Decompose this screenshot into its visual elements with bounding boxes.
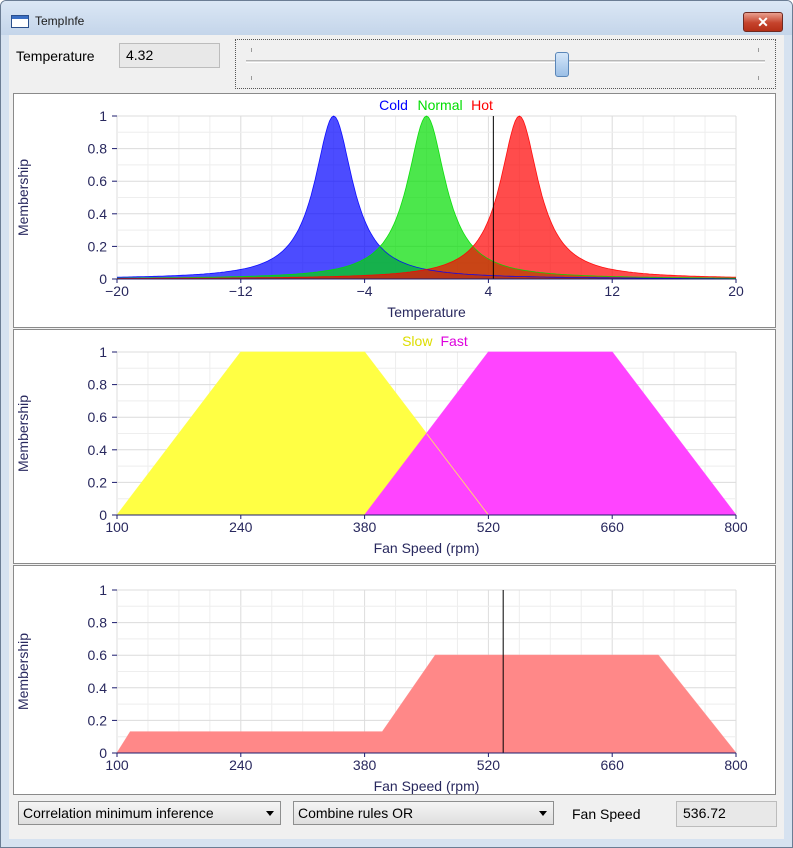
normal-series-area xyxy=(117,116,736,279)
y-tick-label: 0.4 xyxy=(88,680,108,696)
x-axis-label: Temperature xyxy=(387,304,466,320)
x-tick-label: 800 xyxy=(724,519,748,535)
chevron-down-icon xyxy=(266,811,274,816)
y-tick-label: 0 xyxy=(99,745,107,761)
y-tick-label: 1 xyxy=(99,108,107,124)
y-tick-label: 1 xyxy=(99,582,107,598)
x-tick-label: −4 xyxy=(357,283,373,299)
inference-method-dropdown[interactable]: Correlation minimum inference xyxy=(18,801,281,825)
fan-speed-chart-svg: 100 240 380 520 660 800 0 0.2 0.4 0.6 0.8 1 Fan Spee… xyxy=(15,333,748,556)
y-tick-label: 0.2 xyxy=(88,474,108,490)
y-tick-label: 0 xyxy=(99,507,107,523)
fast-series-line xyxy=(364,351,737,516)
x-tick-label: 520 xyxy=(477,519,501,535)
x-axis-label: Fan Speed (rpm) xyxy=(374,778,480,794)
window-icon xyxy=(11,15,29,28)
x-tick-label: −12 xyxy=(229,283,253,299)
x-tick-label: 660 xyxy=(601,519,625,535)
slider-tick xyxy=(251,48,252,52)
y-axis-label: Membership xyxy=(15,159,31,236)
combine-method-dropdown[interactable]: Combine rules OR xyxy=(293,801,554,825)
temperature-chart-svg: −20 −12 −4 4 12 20 0 0.2 0.4 0.6 0.8 1 Temperature Me… xyxy=(15,97,744,320)
output-series-area xyxy=(117,655,736,753)
x-tick-label: −20 xyxy=(105,283,129,299)
chevron-down-icon xyxy=(539,811,547,816)
fan-speed-value-box: 536.72 xyxy=(676,801,777,827)
temperature-value-box: 4.32 xyxy=(119,43,220,68)
x-axis-label: Fan Speed (rpm) xyxy=(374,540,480,556)
y-tick-label: 0.6 xyxy=(88,647,108,663)
client-area: Temperature 4.32 −20 −12 −4 4 12 20 0 0.2 0.4 0.6… xyxy=(9,35,784,839)
slider-tick xyxy=(251,76,252,80)
output-series-line xyxy=(116,654,737,754)
x-tick-label: 12 xyxy=(604,283,620,299)
y-tick-label: 0.6 xyxy=(88,409,108,425)
legend-hot: Hot xyxy=(471,97,493,113)
output-chart-svg: 100 240 380 520 660 800 0 0.2 0.4 0.6 0.8 1 Fan Spee… xyxy=(15,582,748,794)
x-tick-label: 100 xyxy=(105,519,129,535)
x-tick-label: 800 xyxy=(724,757,748,773)
fan-speed-label: Fan Speed xyxy=(572,806,641,822)
x-tick-label: 240 xyxy=(229,757,253,773)
y-tick-label: 0.8 xyxy=(88,377,108,393)
hot-series-line xyxy=(117,115,737,279)
y-tick-label: 0.2 xyxy=(88,712,108,728)
legend-fast: Fast xyxy=(441,333,468,349)
y-tick-label: 0.8 xyxy=(88,615,108,631)
temperature-label: Temperature xyxy=(16,48,95,64)
y-tick-label: 0.4 xyxy=(88,442,108,458)
y-tick-label: 0.4 xyxy=(88,206,108,222)
y-tick-label: 0.6 xyxy=(88,173,108,189)
y-axis-label: Membership xyxy=(15,633,31,710)
combine-method-value: Combine rules OR xyxy=(298,805,414,821)
close-button[interactable]: ✕ xyxy=(743,12,783,32)
legend-slow: Slow xyxy=(402,333,433,349)
y-axis-label: Membership xyxy=(15,395,31,472)
slider-tick xyxy=(758,76,759,80)
y-tick-label: 0 xyxy=(99,271,107,287)
slider-tick xyxy=(758,48,759,52)
temperature-slider[interactable] xyxy=(235,39,776,89)
x-tick-label: 4 xyxy=(485,283,493,299)
normal-series-line xyxy=(117,115,736,279)
x-tick-label: 240 xyxy=(229,519,253,535)
temperature-membership-chart: −20 −12 −4 4 12 20 0 0.2 0.4 0.6 0.8 1 Temperature Me… xyxy=(13,93,776,328)
legend-cold: Cold xyxy=(379,97,408,113)
inference-method-value: Correlation minimum inference xyxy=(23,805,214,821)
output-membership-chart: 100 240 380 520 660 800 0 0.2 0.4 0.6 0.8 1 Fan Spee… xyxy=(13,565,776,795)
x-tick-label: 520 xyxy=(477,757,501,773)
x-tick-label: 660 xyxy=(601,757,625,773)
slider-track[interactable] xyxy=(246,60,765,63)
window-title: TempInfe xyxy=(35,14,85,28)
fan-speed-membership-chart: 100 240 380 520 660 800 0 0.2 0.4 0.6 0.8 1 Fan Spee… xyxy=(13,329,776,564)
y-tick-label: 0.8 xyxy=(88,141,108,157)
legend-normal: Normal xyxy=(418,97,463,113)
y-tick-label: 0.2 xyxy=(88,238,108,254)
slider-thumb[interactable] xyxy=(554,52,569,77)
x-tick-label: 380 xyxy=(353,757,377,773)
y-tick-label: 1 xyxy=(99,344,107,360)
x-tick-label: 20 xyxy=(728,283,744,299)
x-tick-label: 100 xyxy=(105,757,129,773)
x-tick-label: 380 xyxy=(353,519,377,535)
title-bar[interactable]: TempInfe ✕ xyxy=(1,1,792,35)
